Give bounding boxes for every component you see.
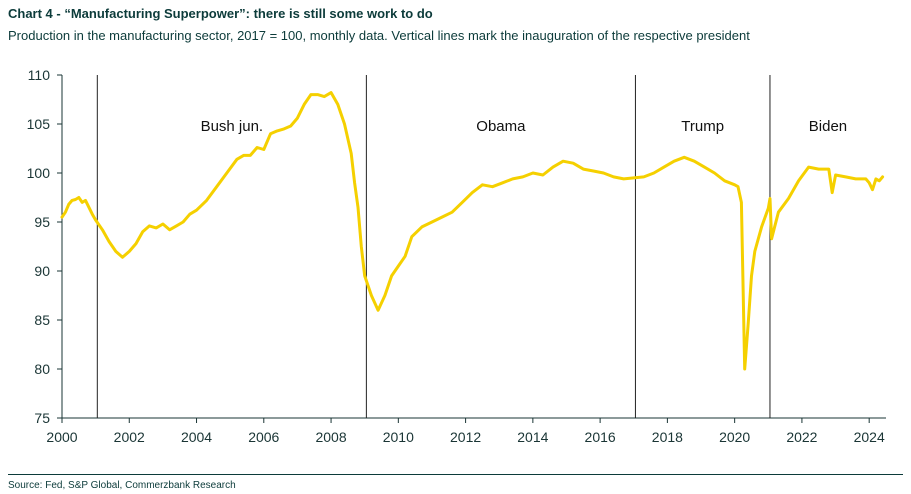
- production-series: [60, 91, 885, 371]
- source-note: Source: Fed, S&P Global, Commerzbank Res…: [8, 480, 236, 491]
- footer-divider: [8, 474, 903, 475]
- y-tick-label: 110: [28, 67, 51, 83]
- x-tick-label: 2016: [585, 429, 616, 445]
- chart-subtitle: Production in the manufacturing sector, …: [8, 28, 750, 43]
- president-label: Trump: [681, 118, 724, 135]
- line-chart: 75 80 85 90 95 100 105 110 2000 2002 2004 2006 2008 2…: [27, 67, 886, 445]
- x-tick-label: 2012: [450, 429, 481, 445]
- president-label: Bush jun.: [201, 118, 264, 135]
- x-tick-label: 2004: [181, 429, 212, 445]
- y-tick-label: 80: [34, 361, 50, 377]
- y-tick-label: 75: [34, 410, 50, 426]
- x-tick-label: 2014: [517, 429, 548, 445]
- chart-axes: 75 80 85 90 95 100 105 110 2000 2002 2004 2006 2008 2…: [27, 67, 886, 445]
- president-labels: Bush jun. Obama Trump Biden: [201, 118, 848, 135]
- chart-title: Chart 4 - “Manufacturing Superpower”: th…: [8, 6, 433, 21]
- y-tick-label: 95: [34, 214, 50, 230]
- x-tick-label: 2000: [46, 429, 77, 445]
- x-tick-label: 2018: [652, 429, 683, 445]
- x-tick-label: 2002: [114, 429, 145, 445]
- y-tick-label: 85: [34, 312, 50, 328]
- president-label: Obama: [476, 118, 526, 135]
- x-tick-label: 2008: [315, 429, 346, 445]
- series-line: [60, 91, 885, 371]
- y-tick-label: 105: [27, 116, 51, 132]
- x-tick-label: 2022: [786, 429, 817, 445]
- y-tick-label: 90: [34, 263, 50, 279]
- x-tick-label: 2010: [383, 429, 414, 445]
- president-label: Biden: [809, 118, 847, 135]
- y-tick-label: 100: [27, 165, 51, 181]
- x-tick-label: 2006: [248, 429, 279, 445]
- x-tick-label: 2024: [854, 429, 885, 445]
- x-tick-label: 2020: [719, 429, 750, 445]
- inauguration-lines: [96, 75, 771, 418]
